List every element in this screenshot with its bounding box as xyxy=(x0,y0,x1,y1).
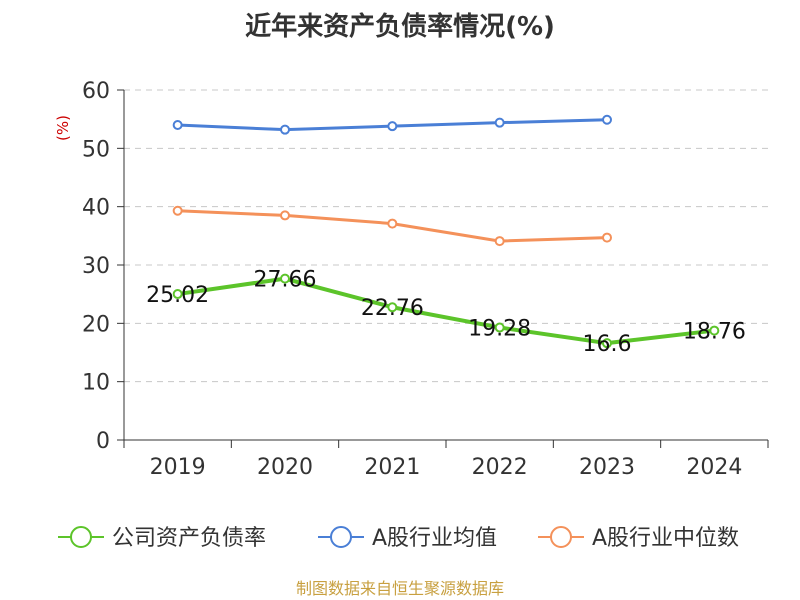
legend: 公司资产负债率 A股行业均值 A股行业中位数 xyxy=(58,526,739,551)
data-label: 18.76 xyxy=(683,320,746,345)
data-point xyxy=(280,273,290,284)
legend-item-2[interactable]: A股行业均值 xyxy=(318,526,497,551)
data-point xyxy=(494,117,505,128)
data-point xyxy=(709,325,720,336)
y-tick-label: 20 xyxy=(82,312,110,337)
y-tick-label: 30 xyxy=(82,254,110,279)
y-tick-label: 60 xyxy=(82,79,110,104)
data-point xyxy=(494,322,505,333)
data-label: 16.6 xyxy=(583,332,632,357)
data-point xyxy=(172,289,183,300)
y-axis-unit-label: (%) xyxy=(54,115,72,141)
data-label: 22.76 xyxy=(361,296,424,321)
x-tick-label: 2019 xyxy=(150,455,206,480)
source-text: 制图数据来自恒生聚源数据库 xyxy=(296,579,504,598)
series-lines xyxy=(172,114,720,349)
data-point xyxy=(387,218,398,229)
y-tick-label: 40 xyxy=(82,196,110,221)
axes: 0 10 20 30 40 50 60 2019 2020 2021 2022 2023 2024 xyxy=(82,79,769,480)
data-point xyxy=(172,205,183,216)
y-tick-label: 10 xyxy=(82,371,110,396)
legend-label: 公司资产负债率 xyxy=(112,526,266,551)
y-tick-label: 50 xyxy=(82,137,110,162)
data-labels: 25.02 27.66 22.76 19.28 16.6 18.76 xyxy=(146,268,746,358)
data-label: 19.28 xyxy=(468,317,531,342)
data-point xyxy=(602,114,612,125)
x-tick-label: 2024 xyxy=(686,455,742,480)
data-label: 25.02 xyxy=(146,283,209,308)
legend-label: A股行业中位数 xyxy=(592,526,739,551)
data-point xyxy=(494,236,505,247)
legend-marker xyxy=(550,526,572,548)
data-point xyxy=(602,338,612,349)
grid-lines xyxy=(124,89,768,383)
legend-marker xyxy=(70,526,92,548)
data-point xyxy=(172,120,183,130)
x-tick-label: 2020 xyxy=(257,455,313,480)
x-tick-label: 2023 xyxy=(579,455,635,480)
chart-title: 近年来资产负债率情况(%) xyxy=(245,12,555,42)
legend-label: A股行业均值 xyxy=(372,526,497,551)
data-label: 27.66 xyxy=(254,268,317,293)
y-tick-label: 0 xyxy=(96,429,110,454)
data-point xyxy=(387,121,398,132)
x-tick-label: 2022 xyxy=(472,455,528,480)
legend-marker xyxy=(330,526,352,548)
legend-item-1[interactable]: 公司资产负债率 xyxy=(58,526,266,551)
series-line-1 xyxy=(177,276,715,346)
legend-item-3[interactable]: A股行业中位数 xyxy=(538,526,739,551)
data-point xyxy=(387,302,398,313)
x-tick-label: 2021 xyxy=(364,455,420,480)
data-point xyxy=(280,210,290,221)
data-point xyxy=(280,124,290,135)
data-point xyxy=(602,232,612,243)
